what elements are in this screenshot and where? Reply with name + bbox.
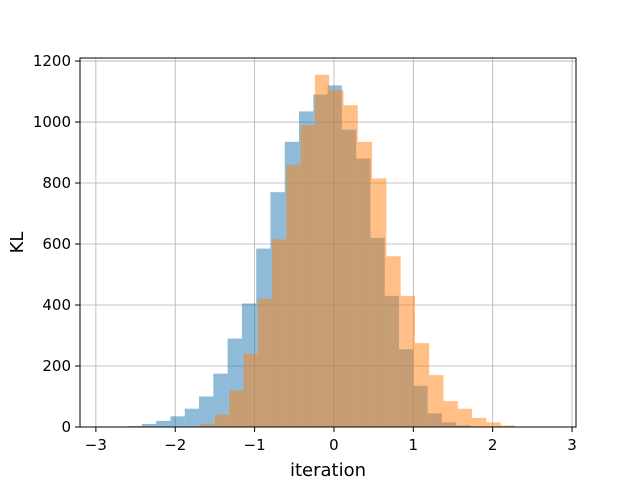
x-tick-label: −3 <box>85 436 107 454</box>
x-axis-label: iteration <box>290 460 366 480</box>
histogram-bar-series-2 <box>372 178 387 427</box>
histogram-bar-series-2 <box>500 425 515 427</box>
bars <box>127 74 515 428</box>
histogram-bar-series-2 <box>214 414 230 427</box>
histogram-bar-series-2 <box>314 74 330 427</box>
histogram-bar-series-2 <box>457 408 473 427</box>
histogram-bar-series-2 <box>229 390 244 427</box>
histogram-bar-series-2 <box>429 375 444 427</box>
histogram-bar-series-2 <box>257 298 273 427</box>
histogram-bar-series-2 <box>343 105 358 428</box>
x-tick-label: 2 <box>488 436 498 454</box>
y-axis-label: KL <box>7 232 28 254</box>
histogram-bar-series-2 <box>414 343 430 427</box>
y-tick-label: 400 <box>42 296 71 314</box>
y-tick-label: 1200 <box>33 52 71 70</box>
ticks: −3 −2 −1 0 1 2 3 0 200 400 600 800 1000 1200 <box>33 52 577 454</box>
axes-frame <box>79 57 577 428</box>
y-tick-label: 1000 <box>33 113 71 131</box>
histogram-bar-series-2 <box>243 353 258 427</box>
histogram-bar-series-2 <box>200 423 215 427</box>
x-tick-label: 0 <box>329 436 339 454</box>
histogram-bar-series-2 <box>329 90 344 427</box>
histogram-bar-series-1 <box>184 408 200 427</box>
x-tick-label: 1 <box>409 436 419 454</box>
x-tick-label: −1 <box>244 436 266 454</box>
histogram-bar-series-1 <box>213 373 228 427</box>
histogram-bar-series-1 <box>199 396 214 427</box>
histogram-bar-series-2 <box>443 401 458 427</box>
histogram-bar-series-2 <box>486 422 501 427</box>
histogram-bar-series-2 <box>272 239 287 427</box>
histogram-bar-series-2 <box>386 256 401 427</box>
histogram-bar-series-1 <box>141 423 157 427</box>
y-tick-label: 200 <box>42 357 71 375</box>
y-tick-label: 600 <box>42 235 71 253</box>
x-tick-label: −2 <box>164 436 186 454</box>
x-tick-label: 3 <box>567 436 577 454</box>
histogram-bar-series-2 <box>400 295 415 427</box>
y-tick-label: 0 <box>61 418 71 436</box>
histogram-bar-series-2 <box>472 417 487 427</box>
y-tick-label: 800 <box>42 174 71 192</box>
histogram-bar-series-2 <box>357 141 373 427</box>
histogram-bar-series-2 <box>300 125 315 427</box>
histogram-bar-series-1 <box>170 416 185 427</box>
histogram-bar-series-2 <box>286 164 301 427</box>
histogram-bar-series-1 <box>156 420 171 427</box>
